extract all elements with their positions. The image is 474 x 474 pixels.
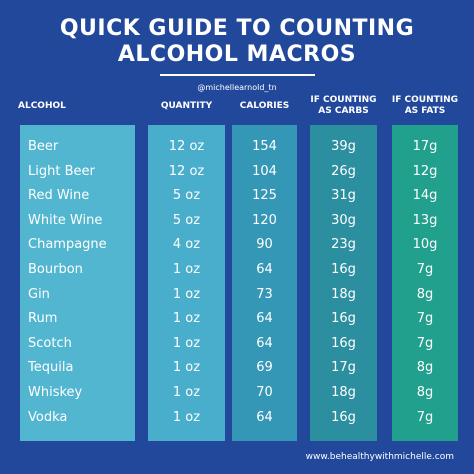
table-cell: 70 xyxy=(256,385,273,400)
table-cell: 16g xyxy=(331,262,356,277)
table-cell: 104 xyxy=(252,163,277,179)
table-cell: 8g xyxy=(416,286,434,302)
table-cell: 31g xyxy=(331,188,356,204)
table-cell: 90 xyxy=(256,237,273,253)
table-cell: 125 xyxy=(252,188,277,204)
table-cell: 7g xyxy=(416,262,434,277)
column-header: AS FATS xyxy=(404,106,446,116)
drink-name: Light Beer xyxy=(28,163,95,179)
table-cell: 7g xyxy=(416,311,434,327)
drink-name: Champagne xyxy=(28,237,107,253)
table-cell: 1 oz xyxy=(172,335,201,351)
table-cell: 13g xyxy=(412,212,438,228)
table-cell: 120 xyxy=(252,212,277,228)
table-cell: 16g xyxy=(331,335,356,351)
table-cell: 7g xyxy=(416,409,434,425)
table-cell: 12 oz xyxy=(168,139,205,154)
column-header: IF COUNTING xyxy=(391,95,459,105)
drink-name: Tequila xyxy=(28,360,74,376)
drink-name: Scotch xyxy=(28,335,72,351)
table-cell: 12g xyxy=(412,163,438,179)
table-cell: 10g xyxy=(412,237,438,253)
table-cell: 16g xyxy=(331,409,356,425)
divider xyxy=(160,74,315,76)
drink-name: Gin xyxy=(28,286,50,302)
table-cell: 1 oz xyxy=(172,262,201,277)
table-cell: 17g xyxy=(331,360,356,376)
table-cell: 1 oz xyxy=(172,409,201,425)
drink-name: Rum xyxy=(28,311,58,327)
drink-name: Vodka xyxy=(28,409,68,425)
column-panel xyxy=(232,125,297,441)
table-cell: 7g xyxy=(416,335,434,351)
column-header: IF COUNTING xyxy=(310,95,377,105)
table-cell: 64 xyxy=(256,335,273,351)
table-cell: 69 xyxy=(256,360,273,376)
table-cell: 4 oz xyxy=(172,237,201,253)
table-cell: 1 oz xyxy=(172,385,201,400)
footer: www.behealthywithmichelle.com xyxy=(305,452,454,462)
table-cell: 17g xyxy=(412,139,438,154)
table-cell: 1 oz xyxy=(172,360,201,376)
column-panel xyxy=(310,125,377,441)
handle: @michellearnold_tn xyxy=(197,83,277,92)
drink-name: Bourbon xyxy=(28,262,83,277)
table-cell: 23g xyxy=(331,237,356,253)
table-cell: 64 xyxy=(256,409,273,425)
title-line: ALCOHOL MACROS xyxy=(117,42,357,67)
column-panel xyxy=(392,125,458,441)
column-header: ALCOHOL xyxy=(18,101,66,111)
column-header: CALORIES xyxy=(239,101,290,111)
table-cell: 14g xyxy=(412,188,438,204)
table-cell: 64 xyxy=(256,262,273,277)
drink-name: White Wine xyxy=(28,212,103,228)
table-cell: 16g xyxy=(331,311,356,327)
table-cell: 30g xyxy=(331,212,356,228)
table-cell: 12 oz xyxy=(168,163,205,179)
table-cell: 26g xyxy=(331,163,356,179)
table-cell: 5 oz xyxy=(172,212,201,228)
table-cell: 1 oz xyxy=(172,286,201,302)
table-cell: 5 oz xyxy=(172,188,201,204)
drink-name: Whiskey xyxy=(28,385,83,400)
column-panel xyxy=(20,125,135,441)
column-header: QUANTITY xyxy=(160,101,213,111)
title-line: QUICK GUIDE TO COUNTING xyxy=(59,16,415,41)
table-cell: 154 xyxy=(252,139,277,154)
table-cell: 8g xyxy=(416,385,434,400)
drink-name: Beer xyxy=(28,139,59,154)
table-cell: 18g xyxy=(331,286,356,302)
drink-name: Red Wine xyxy=(28,188,90,204)
table-cell: 1 oz xyxy=(172,311,201,327)
table-cell: 18g xyxy=(331,385,356,400)
table-cell: 64 xyxy=(256,311,273,327)
column-header: AS CARBS xyxy=(318,106,369,116)
table-cell: 8g xyxy=(416,360,434,376)
column-panel xyxy=(148,125,225,441)
table-cell: 73 xyxy=(256,286,273,302)
table-cell: 39g xyxy=(331,139,356,154)
